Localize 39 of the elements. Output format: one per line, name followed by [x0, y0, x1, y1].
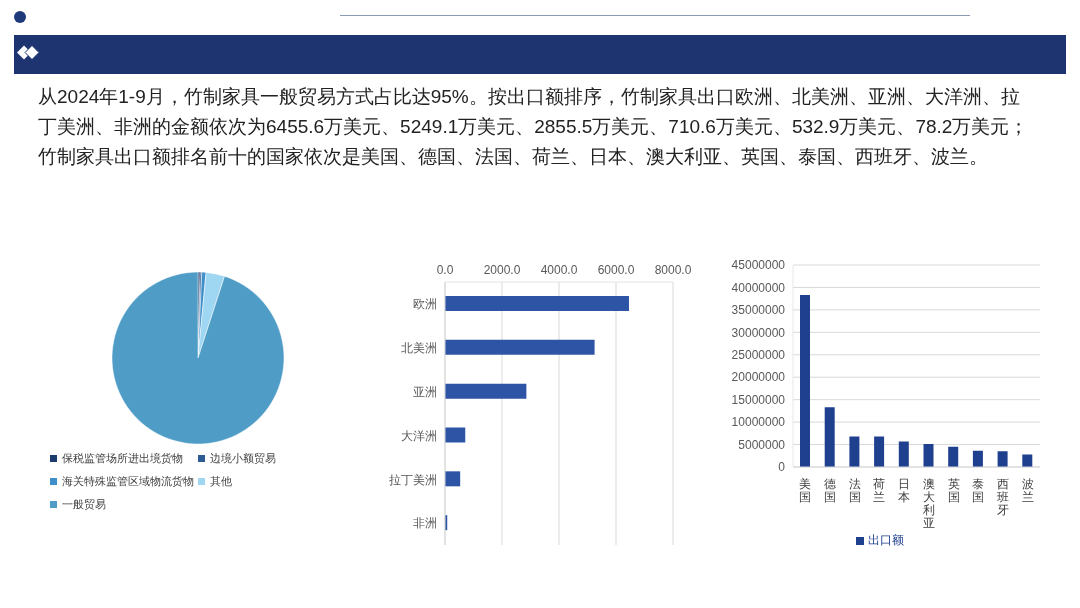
y-tick-label: 5000000: [738, 437, 786, 452]
x-tick-label: 2000.0: [483, 263, 521, 277]
y-tick-label: 20000000: [731, 370, 786, 385]
y-tick-label: 北美洲: [401, 341, 437, 356]
legend-label: 海关特殊监管区域物流货物: [62, 473, 194, 489]
y-tick-label: 15000000: [731, 392, 786, 407]
x-tick-label: 德国: [824, 477, 837, 505]
x-tick-label: 0.0: [436, 263, 454, 277]
x-tick-label: 4000.0: [540, 263, 578, 277]
x-tick-label: 西班牙: [996, 477, 1009, 518]
x-tick-label: 英国: [947, 477, 960, 505]
text: 从2024年1-9月，竹制家具一般贸易方式占比达95%。按出口额排序，竹制家具出口欧洲、北美洲、亚洲、大洋洲、拉丁美洲、非洲的金额依次为6455.6万美元、5249.1万美元、2855.5万美元、710.6万美元、532.9万美元、78.2万美元；: [38, 85, 1030, 139]
legend-label: 其他: [210, 473, 232, 489]
x-tick-label: 波兰: [1021, 477, 1034, 505]
y-tick-label: 25000000: [731, 348, 786, 363]
x-tick-label: 荷兰: [873, 477, 886, 505]
text: 竹制家具出口额排名前十的国家依次是美国、德国、法国、荷兰、日本、澳大利亚、英国、泰国、西班牙、波兰。: [38, 145, 989, 169]
x-tick-label: 泰国: [972, 477, 985, 505]
y-tick-label: 45000000: [731, 258, 786, 273]
y-tick-label: 40000000: [731, 280, 786, 295]
legend-label: 边境小额贸易: [210, 450, 276, 466]
y-tick-label: 大洋洲: [401, 428, 437, 443]
y-tick-label: 35000000: [731, 303, 786, 318]
y-tick-label: 30000000: [731, 325, 786, 340]
x-tick-label: 6000.0: [597, 263, 635, 277]
legend-label: 出口额: [868, 533, 904, 547]
x-tick-label: 8000.0: [654, 263, 692, 277]
y-tick-label: 0: [778, 460, 786, 475]
y-tick-label: 欧洲: [413, 297, 437, 312]
y-tick-label: 拉丁美洲: [389, 472, 437, 487]
x-tick-label: 法国: [848, 477, 861, 505]
x-tick-label: 澳大利亚: [922, 477, 935, 531]
legend-label: 保税监管场所进出境货物: [62, 450, 183, 466]
y-tick-label: 10000000: [731, 415, 786, 430]
y-tick-label: 亚洲: [413, 384, 437, 399]
x-tick-label: 日本: [898, 477, 911, 505]
x-tick-label: 美国: [799, 477, 812, 505]
y-tick-label: 非洲: [413, 516, 437, 531]
legend-label: 一般贸易: [62, 496, 106, 512]
